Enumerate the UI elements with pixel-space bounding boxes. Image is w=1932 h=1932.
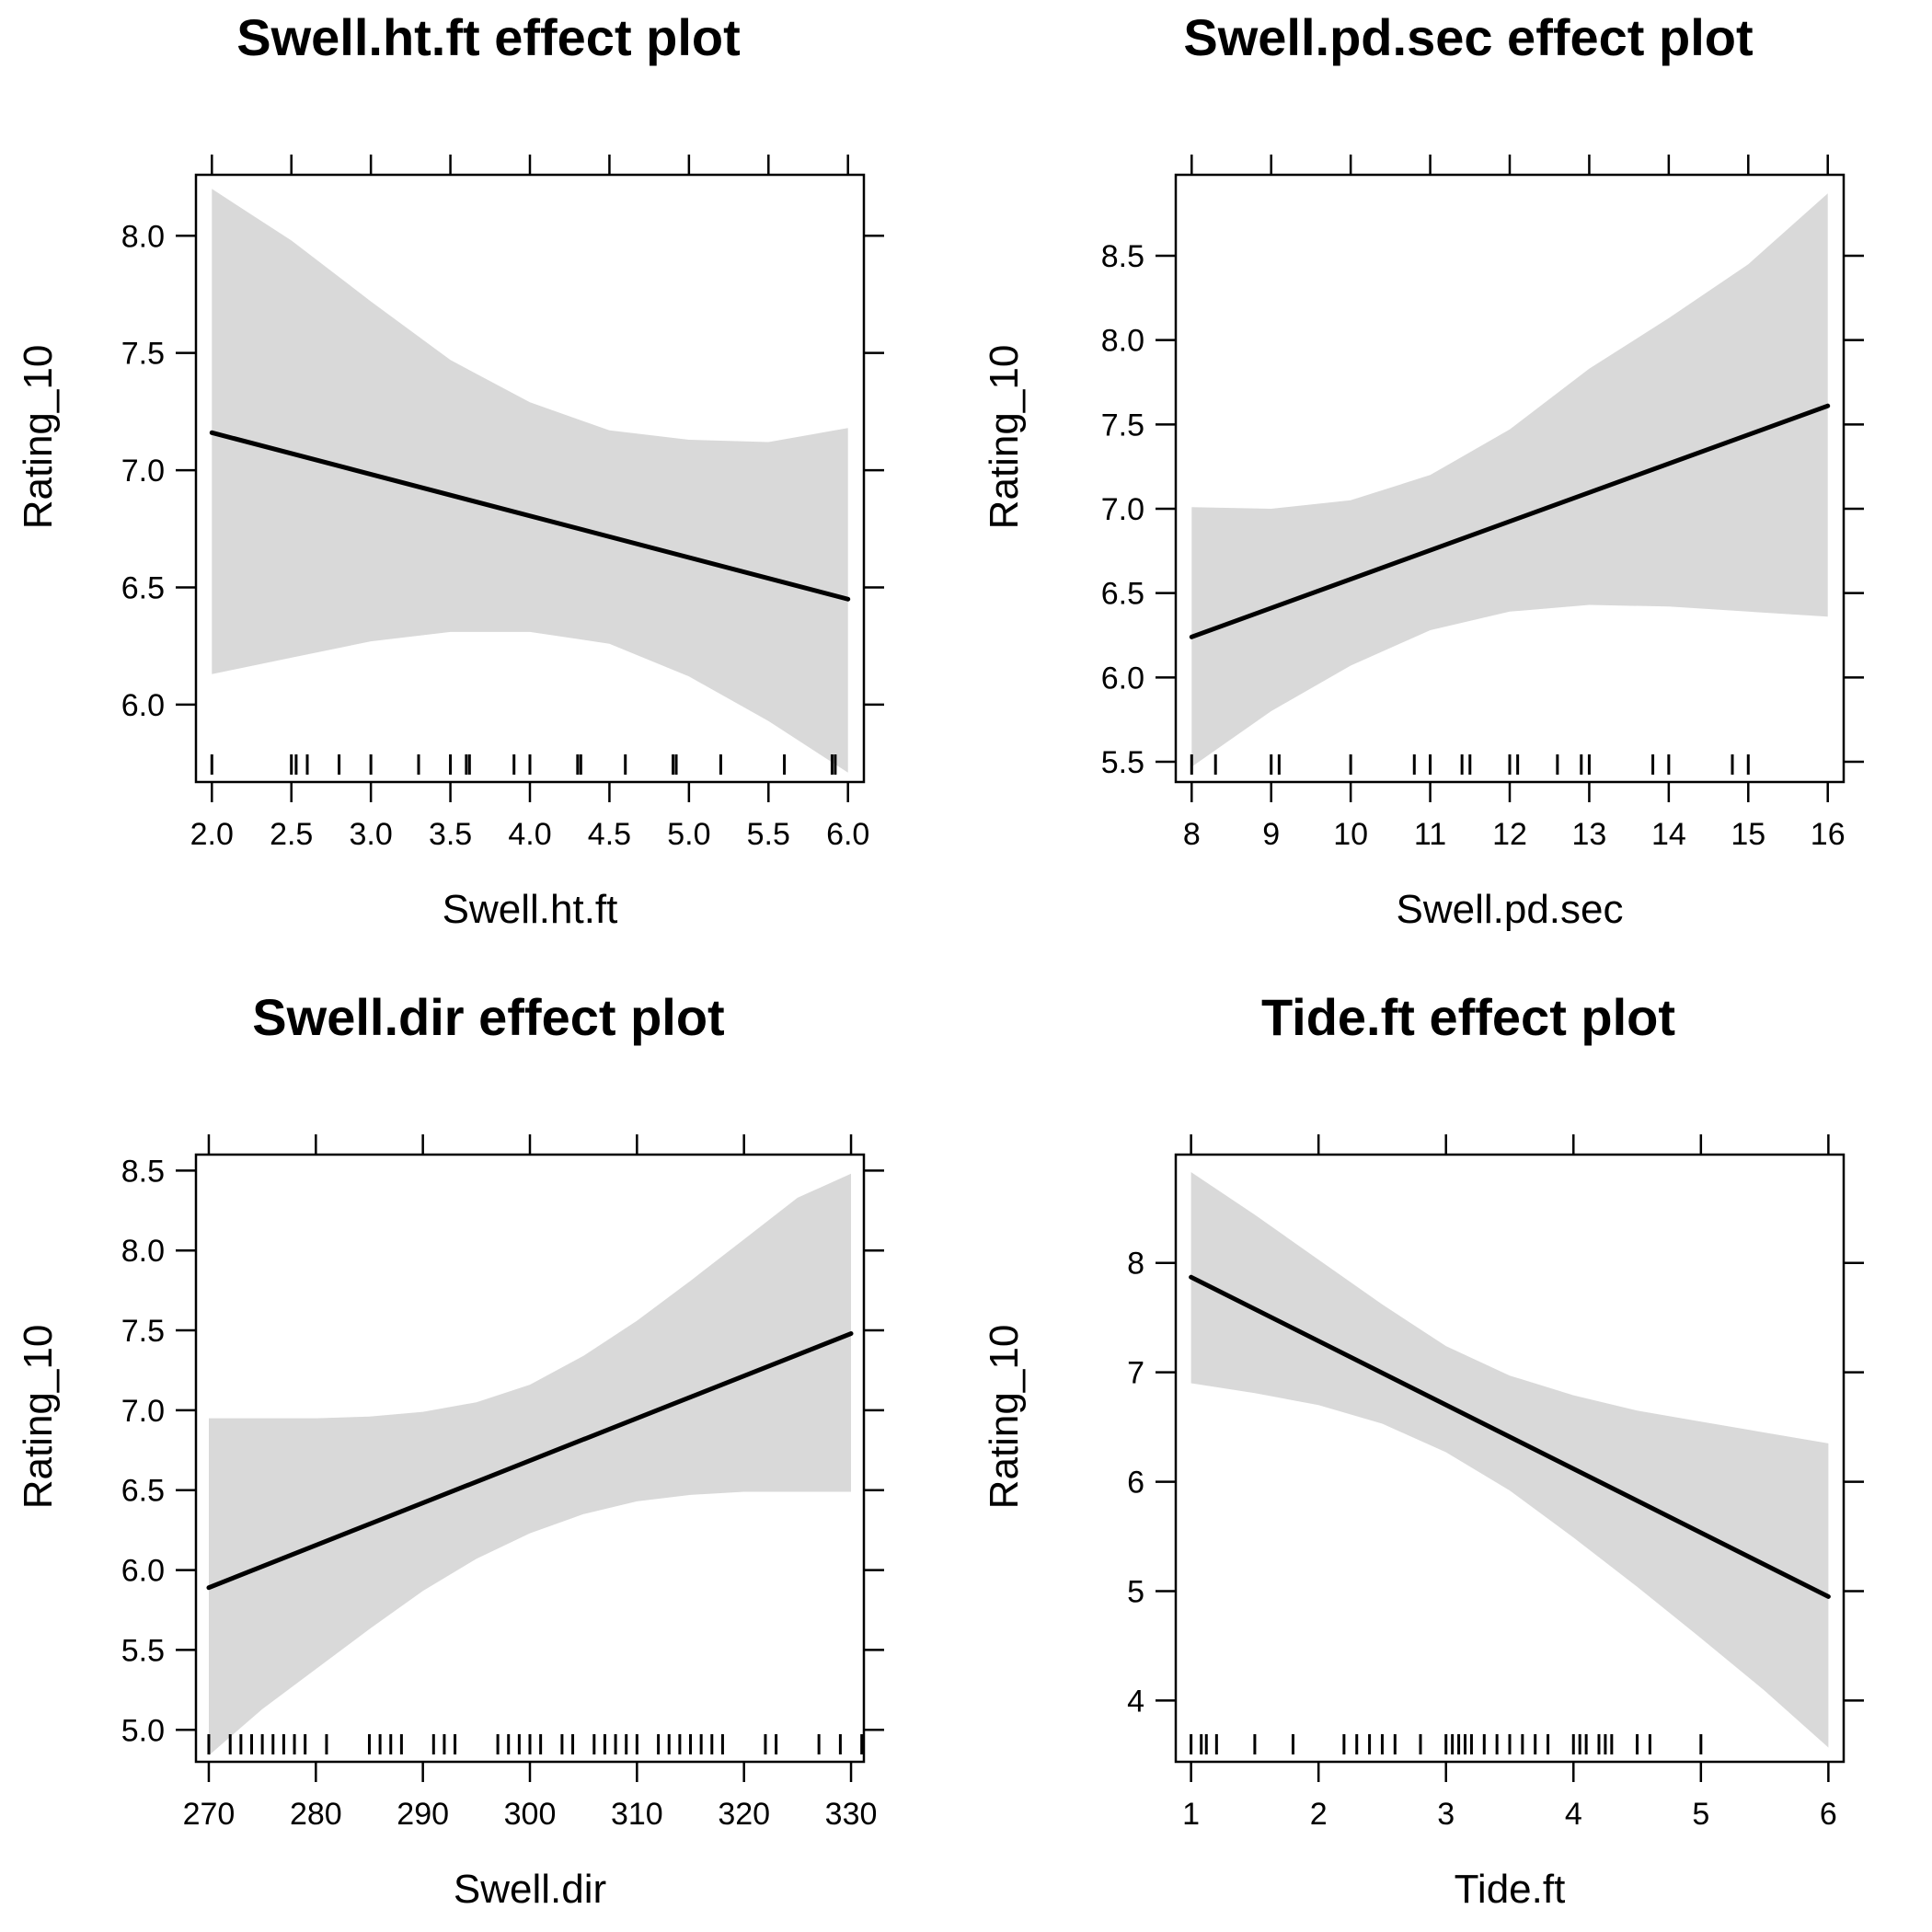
y-tick-label: 6	[1127, 1466, 1144, 1501]
x-tick-label: 6.0	[826, 817, 869, 852]
chart-title: Swell.ht.ft effect plot	[236, 8, 741, 66]
y-tick-label: 5.5	[1101, 745, 1144, 780]
y-tick-label: 6.0	[121, 1554, 165, 1589]
y-tick-label: 7.0	[121, 454, 165, 489]
confidence-band	[1191, 193, 1828, 767]
x-axis-label: Swell.dir	[454, 1867, 606, 1912]
x-axis-label: Swell.ht.ft	[443, 887, 618, 932]
x-tick-label: 3.0	[350, 817, 393, 852]
y-tick-label: 8.5	[121, 1154, 165, 1189]
y-tick-label: 7.5	[121, 1314, 165, 1349]
x-tick-label: 300	[504, 1797, 557, 1832]
x-tick-label: 5	[1692, 1797, 1709, 1832]
y-tick-label: 6.5	[121, 570, 165, 605]
rug	[210, 754, 837, 775]
x-axis-label: Swell.pd.sec	[1396, 887, 1623, 932]
confidence-band	[209, 1173, 851, 1756]
chart-title: Swell.dir effect plot	[252, 988, 724, 1046]
x-tick-label: 10	[1333, 817, 1368, 852]
x-tick-label: 290	[397, 1797, 449, 1832]
y-axis-label: Rating_10	[982, 1325, 1027, 1510]
rug	[1190, 1734, 1703, 1754]
x-tick-label: 310	[611, 1797, 663, 1832]
y-tick-label: 7.0	[121, 1394, 165, 1429]
fitted-line	[206, 1331, 854, 1591]
y-tick-label: 8	[1127, 1247, 1144, 1282]
x-tick-label: 4	[1565, 1797, 1582, 1832]
x-tick-label: 330	[825, 1797, 878, 1832]
x-tick-label: 2.0	[190, 817, 234, 852]
x-tick-label: 9	[1262, 817, 1280, 852]
y-tick-label: 8.5	[1101, 239, 1144, 274]
x-tick-label: 4.0	[508, 817, 551, 852]
effect-plot-panel: 1 2 3 4 5 6 4 5 6 7 8 Tide.ft effect plot Tide.ft Rat…	[982, 988, 1864, 1912]
x-tick-label: 8	[1183, 817, 1201, 852]
x-tick-label: 5.0	[667, 817, 710, 852]
x-tick-label: 6	[1820, 1797, 1837, 1832]
x-tick-label: 280	[290, 1797, 342, 1832]
fitted-line	[1189, 403, 1831, 639]
chart-title: Tide.ft effect plot	[1261, 988, 1675, 1046]
y-tick-label: 8.0	[121, 1234, 165, 1269]
confidence-band	[212, 189, 848, 773]
x-tick-label: 320	[718, 1797, 770, 1832]
x-tick-label: 2.5	[270, 817, 313, 852]
y-tick-label: 7.5	[1101, 408, 1144, 443]
rug	[1190, 754, 1750, 775]
y-axis-label: Rating_10	[16, 345, 61, 530]
y-tick-label: 7.5	[121, 337, 165, 372]
confidence-band	[1190, 1172, 1829, 1748]
x-tick-label: 3	[1437, 1797, 1455, 1832]
x-tick-label: 1	[1182, 1797, 1200, 1832]
effect-plot-panel: 2.0 2.5 3.0 3.5 4.0 4.5 5.0 5.5 6.0 6.0 6.5 7.0 7.5 8…	[16, 8, 884, 932]
effect-plot-panel: 8 9 10 11 12 13 14 15 16 5.5 6.0 6.5 7.0 7.5 8.0 8.5 Swe…	[982, 8, 1864, 932]
y-tick-label: 5.5	[121, 1633, 165, 1668]
x-tick-label: 4.5	[588, 817, 631, 852]
plot-frame	[1174, 1153, 1846, 1764]
effect-plot-panel: 270 280 290 300 310 320 330 5.0 5.5 6.0 6.5 7.0 7.5 8…	[16, 988, 884, 1912]
x-tick-label: 14	[1651, 817, 1686, 852]
fitted-line	[1189, 1274, 1831, 1599]
x-tick-label: 5.5	[747, 817, 790, 852]
y-tick-label: 8.0	[121, 219, 165, 254]
y-tick-label: 7	[1127, 1356, 1144, 1391]
y-tick-label: 6.0	[1101, 661, 1144, 696]
y-tick-label: 7.0	[1101, 492, 1144, 527]
x-tick-label: 270	[183, 1797, 236, 1832]
x-tick-label: 12	[1492, 817, 1527, 852]
rug	[207, 1734, 864, 1754]
y-tick-label: 6.5	[121, 1474, 165, 1509]
y-tick-label: 4	[1127, 1684, 1144, 1719]
x-tick-label: 2	[1310, 1797, 1328, 1832]
x-tick-label: 13	[1572, 817, 1607, 852]
chart-title: Swell.pd.sec effect plot	[1183, 8, 1753, 66]
y-axis-label: Rating_10	[982, 345, 1027, 530]
x-tick-label: 3.5	[429, 817, 472, 852]
y-tick-label: 5.0	[121, 1713, 165, 1748]
y-tick-label: 6.5	[1101, 577, 1144, 612]
x-axis-label: Tide.ft	[1455, 1867, 1566, 1912]
fitted-line	[209, 430, 851, 602]
x-tick-label: 15	[1731, 817, 1765, 852]
x-tick-label: 16	[1811, 817, 1846, 852]
y-tick-label: 6.0	[121, 688, 165, 723]
y-tick-label: 5	[1127, 1574, 1144, 1609]
y-axis-label: Rating_10	[16, 1325, 61, 1510]
x-tick-label: 11	[1414, 817, 1446, 852]
y-tick-label: 8.0	[1101, 324, 1144, 359]
